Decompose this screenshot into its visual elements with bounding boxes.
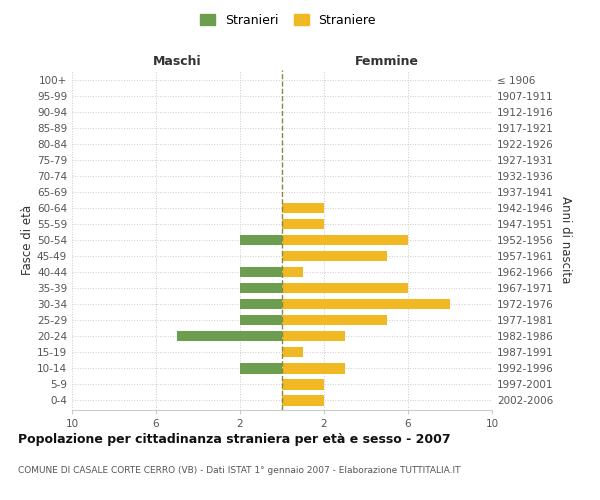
Bar (240, 283, 282, 294)
Bar (240, 299, 282, 310)
Bar (282, 218, 324, 229)
Bar (282, 347, 303, 358)
Bar (240, 363, 282, 374)
Y-axis label: Anni di nascita: Anni di nascita (559, 196, 572, 284)
Bar (282, 283, 408, 294)
Text: COMUNE DI CASALE CORTE CERRO (VB) - Dati ISTAT 1° gennaio 2007 - Elaborazione TU: COMUNE DI CASALE CORTE CERRO (VB) - Dati… (18, 466, 461, 475)
Bar (282, 299, 450, 310)
Bar (177, 331, 282, 342)
Bar (240, 267, 282, 278)
Bar (282, 251, 387, 261)
Text: Popolazione per cittadinanza straniera per età e sesso - 2007: Popolazione per cittadinanza straniera p… (18, 432, 451, 446)
Y-axis label: Fasce di età: Fasce di età (21, 205, 34, 275)
Bar (282, 235, 408, 245)
Bar (282, 331, 345, 342)
Legend: Stranieri, Straniere: Stranieri, Straniere (195, 8, 381, 32)
Bar (282, 363, 345, 374)
Bar (282, 379, 324, 390)
Bar (282, 202, 324, 213)
Text: Maschi: Maschi (152, 56, 202, 68)
Text: Femmine: Femmine (355, 56, 419, 68)
Bar (282, 315, 387, 326)
Bar (282, 395, 324, 406)
Bar (240, 315, 282, 326)
Bar (282, 267, 303, 278)
Bar (240, 235, 282, 245)
